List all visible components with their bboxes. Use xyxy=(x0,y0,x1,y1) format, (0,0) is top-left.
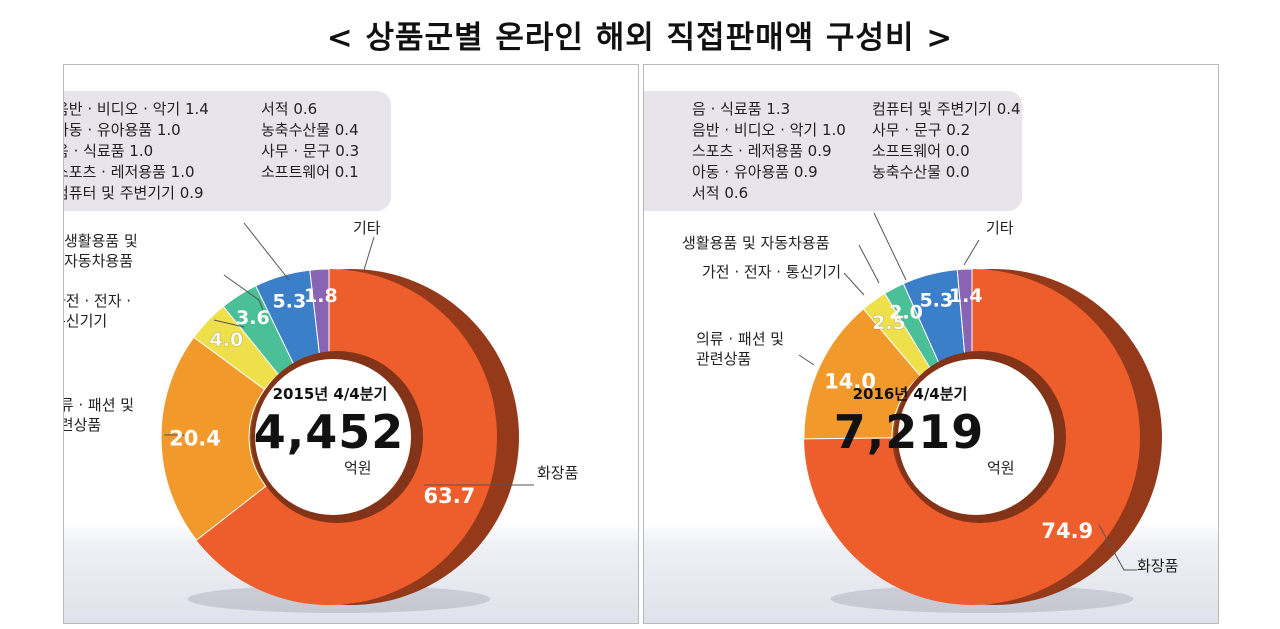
label-etc: 기타 xyxy=(986,219,1014,237)
center-period: 2015년 4/4분기 xyxy=(272,385,388,403)
breakdown-item: 아동 · 유아용품 0.9 xyxy=(692,163,818,181)
donut-hole xyxy=(898,359,1054,515)
slice-label: 14.0 xyxy=(824,369,876,393)
donut-chart-2016: 74.9 14.0 2.52.05.31.4 xyxy=(798,212,1162,613)
leader-line xyxy=(243,222,290,281)
slice-label: 63.7 xyxy=(423,484,475,508)
center-total: 7,219 xyxy=(833,405,985,459)
breakdown-item: 아동 · 유아용품 1.0 xyxy=(63,121,181,139)
breakdown-item: 소프트웨어 0.0 xyxy=(872,142,970,160)
slice-label: 2.0 xyxy=(889,301,923,323)
etc-breakdown-box-2015: 음반 · 비디오 · 악기 1.4 아동 · 유아용품 1.0 음 · 식료품 … xyxy=(63,91,391,211)
leader-line xyxy=(858,244,880,284)
slice-label: 5.3 xyxy=(273,291,307,313)
label-etc: 기타 xyxy=(353,219,381,237)
breakdown-col2-2016: 컴퓨터 및 주변기기 0.4 사무 · 문구 0.2 소프트웨어 0.0 농축수… xyxy=(872,99,1021,183)
breakdown-item: 농축수산물 0.4 xyxy=(261,121,359,139)
slice-label: 1.8 xyxy=(304,285,338,307)
breakdown-col1-2016: 음 · 식료품 1.3 음반 · 비디오 · 악기 1.0 스포츠 · 레저용품… xyxy=(692,99,846,204)
leader-line xyxy=(1098,524,1137,571)
breakdown-item: 서적 0.6 xyxy=(692,184,749,202)
breakdown-item: 사무 · 문구 0.3 xyxy=(261,142,360,160)
slice-label: 1.4 xyxy=(949,285,983,307)
chart-panel-2016: 74.9 14.0 2.5 2.0 5.3 1.4 음 · 식료품 1.3 음반 · 비디… xyxy=(643,64,1219,624)
breakdown-item: 사무 · 문구 0.2 xyxy=(872,121,971,139)
slice-label: 2.5 xyxy=(872,312,906,334)
chart-panel-2015: 63.7 20.4 4.0 3.6 5.3 1.8 음반 · 비디오 · 악기 1.4 아… xyxy=(63,64,639,624)
breakdown-item: 소프트웨어 0.1 xyxy=(261,163,359,181)
leader-line xyxy=(873,212,907,281)
breakdown-item: 음반 · 비디오 · 악기 1.4 xyxy=(63,100,209,118)
breakdown-item: 음 · 식료품 1.3 xyxy=(692,100,791,118)
donut-chart-2015: 63.7 20.4 4.03.65.31.8 xyxy=(160,222,534,613)
slice-0 xyxy=(196,269,498,605)
center-unit: 억원 xyxy=(987,459,1015,477)
breakdown-col2-2015: 서적 0.6 농축수산물 0.4 사무 · 문구 0.3 소프트웨어 0.1 xyxy=(261,99,359,183)
slice-label: 5.3 xyxy=(919,290,953,312)
etc-breakdown-box-2016: 음 · 식료품 1.3 음반 · 비디오 · 악기 1.0 스포츠 · 레저용품… xyxy=(644,91,1022,211)
center-unit: 억원 xyxy=(344,459,372,477)
leader-line xyxy=(843,272,865,296)
breakdown-item: 스포츠 · 레저용품 0.9 xyxy=(692,142,832,160)
breakdown-item: 서적 0.6 xyxy=(261,100,318,118)
label-electronics: 가전 · 전자 · 통신기기 xyxy=(64,292,132,330)
label-cosmetics: 화장품 xyxy=(537,464,579,482)
breakdown-item: 컴퓨터 및 주변기기 0.4 xyxy=(872,100,1021,118)
leader-line xyxy=(798,354,815,366)
breakdown-item: 농축수산물 0.0 xyxy=(872,163,970,181)
slice-label: 3.6 xyxy=(236,307,270,329)
breakdown-item: 음반 · 비디오 · 악기 1.0 xyxy=(692,121,846,139)
slice-1 xyxy=(160,336,267,541)
leader-line xyxy=(363,236,375,271)
center-total: 4,452 xyxy=(253,405,405,459)
breakdown-item: 음 · 식료품 1.0 xyxy=(63,142,154,160)
leader-line xyxy=(963,239,980,266)
label-household: 생활용품 및 자동차용품 xyxy=(682,234,830,252)
donut-hole xyxy=(255,359,411,515)
page-title: < 상품군별 온라인 해외 직접판매액 구성비 > xyxy=(326,20,954,56)
slice-label: 74.9 xyxy=(1041,519,1093,543)
label-household: 생활용품 및 자동차용품 xyxy=(64,232,138,270)
label-clothing: 의류 · 패션 및 관련상품 xyxy=(64,396,135,434)
slice-label: 4.0 xyxy=(210,329,244,351)
leader-line xyxy=(223,274,265,314)
slice-label: 20.4 xyxy=(169,427,221,451)
breakdown-item: 스포츠 · 레저용품 1.0 xyxy=(63,163,195,181)
breakdown-item: 컴퓨터 및 주변기기 0.9 xyxy=(63,184,204,202)
leader-line xyxy=(213,319,245,328)
breakdown-col1-2015: 음반 · 비디오 · 악기 1.4 아동 · 유아용품 1.0 음 · 식료품 … xyxy=(63,99,209,204)
slice-0 xyxy=(804,269,1140,605)
label-cosmetics: 화장품 xyxy=(1137,557,1179,575)
label-electronics: 가전 · 전자 · 통신기기 xyxy=(702,263,842,281)
label-clothing: 의류 · 패션 및 관련상품 xyxy=(696,330,785,368)
center-period: 2016년 4/4분기 xyxy=(852,385,968,403)
